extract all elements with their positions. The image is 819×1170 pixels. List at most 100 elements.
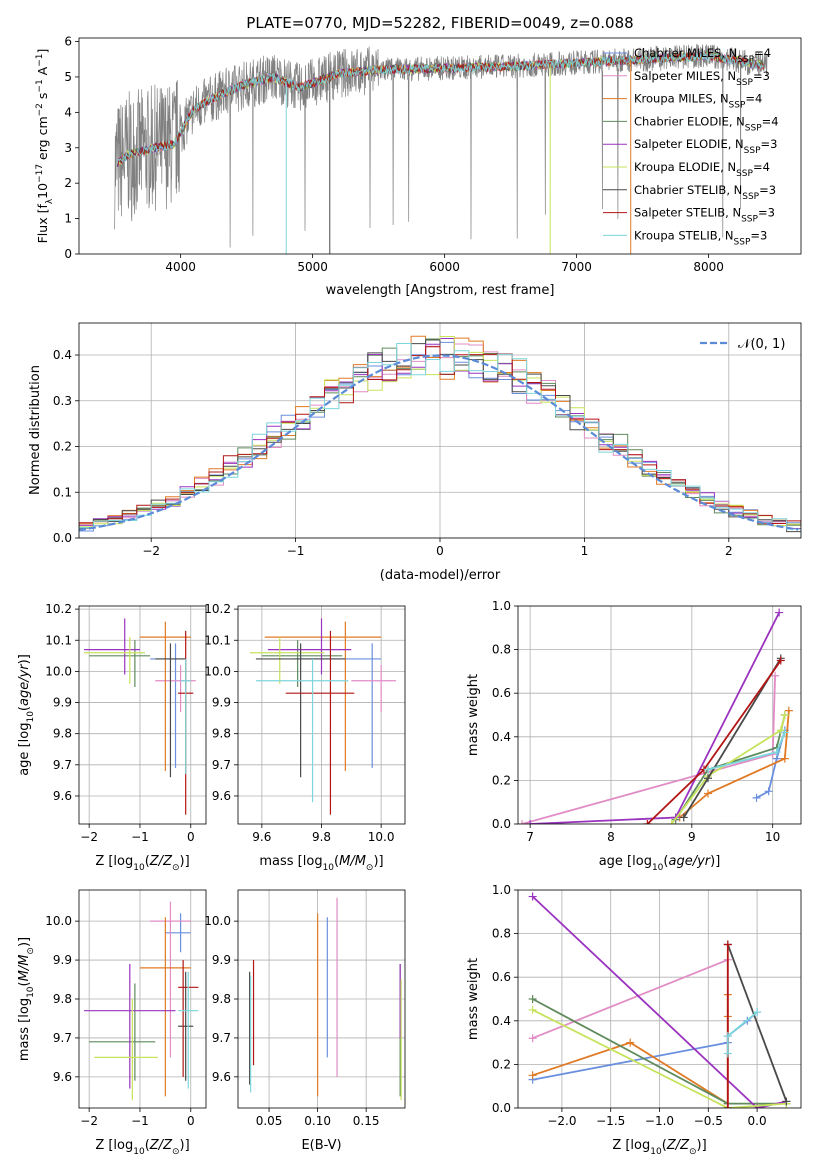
x-tick-label: −2 xyxy=(142,544,160,558)
plot-area-mass-vs-Z xyxy=(79,890,206,1108)
weight-marker xyxy=(764,787,773,796)
axes-mass-vs-ebv: 0.05 0.10 0.15 9.6 9.7 9.8 9.9 10.0 E(B-V) xyxy=(204,889,406,1153)
weight-line xyxy=(521,675,776,824)
y-tick-label: 9.8 xyxy=(53,727,72,741)
x-tick-label: 9 xyxy=(688,830,696,844)
y-axis-label: mass [log10(M/M⊙)] xyxy=(17,937,36,1061)
y-tick-label: 0.0 xyxy=(53,531,72,545)
weight-line xyxy=(532,1009,787,1108)
normal-curve xyxy=(79,354,799,532)
y-tick-label: 0.2 xyxy=(492,773,511,787)
weight-line xyxy=(530,612,781,824)
y-tick-label: 10.1 xyxy=(204,633,231,647)
legend-label: 𝒩(0, 1) xyxy=(738,337,785,352)
x-axis-label: age [log10(age/yr)] xyxy=(599,854,721,873)
x-tick-label: −2 xyxy=(80,1114,98,1128)
y-tick-label: 9.7 xyxy=(53,758,72,772)
weight-line xyxy=(726,944,788,1102)
weight-line xyxy=(532,1011,758,1081)
x-tick-label: 0 xyxy=(187,1114,195,1128)
weight-marker xyxy=(776,656,785,665)
legend-label: Chabrier ELODIE, NSSP=4 xyxy=(634,114,779,133)
legend-label: Chabrier STELIB, NSSP=3 xyxy=(634,183,776,202)
histogram-kroupa-stelib xyxy=(79,343,801,538)
y-tick-label: 0.0 xyxy=(492,1101,511,1115)
weight-marker xyxy=(528,1005,537,1014)
legend-label: Salpeter STELIB, NSSP=3 xyxy=(634,206,775,225)
y-axis-label: Normed distribution xyxy=(28,365,43,495)
y-axis-label: mass weight xyxy=(466,674,481,756)
y-tick-label: 3 xyxy=(64,141,72,155)
y-tick-label: 9.8 xyxy=(212,992,231,1006)
y-tick-label: 0.3 xyxy=(53,394,72,408)
x-tick-label: 6000 xyxy=(429,260,460,274)
weight-line xyxy=(679,710,790,819)
x-tick-label: 9.6 xyxy=(252,830,271,844)
axes-mass-vs-Z: −2 −1 0 9.6 9.7 9.8 9.9 10.0 Z [log10(Z/Z⊙)] mass… xyxy=(17,889,207,1157)
legend-label: Kroupa ELODIE, NSSP=4 xyxy=(634,160,770,179)
y-tick-label: 9.8 xyxy=(53,992,72,1006)
x-tick-label: −2.0 xyxy=(547,1114,576,1128)
y-tick-label: 10.2 xyxy=(45,602,72,616)
x-axis-label: mass [log10(M/M⊙)] xyxy=(259,854,383,873)
y-tick-label: 9.6 xyxy=(212,1070,231,1084)
y-tick-label: 0.1 xyxy=(53,485,72,499)
y-tick-label: 0.2 xyxy=(53,440,72,454)
y-tick-label: 6 xyxy=(64,35,72,49)
weight-marker xyxy=(704,765,713,774)
plot-area-mass-weight-vs-age xyxy=(518,606,801,824)
y-tick-label: 0.8 xyxy=(492,643,511,657)
y-tick-label: 0.4 xyxy=(492,730,511,744)
weight-marker xyxy=(679,813,688,822)
weight-marker xyxy=(528,1071,537,1080)
weight-marker xyxy=(780,728,789,737)
weight-marker xyxy=(528,1034,537,1043)
axes-age-vs-mass: 9.6 9.8 10.0 9.6 9.7 9.8 9.9 10.0 10.1 10.2 mass [… xyxy=(204,602,406,873)
x-tick-label: 8 xyxy=(607,830,615,844)
y-tick-label: 10.0 xyxy=(45,664,72,678)
plot-area-mass-vs-ebv xyxy=(238,890,405,1108)
y-tick-label: 0.8 xyxy=(492,927,511,941)
axes-frame xyxy=(517,605,802,825)
axes-frame xyxy=(78,889,207,1109)
x-tick-label: −2 xyxy=(80,830,98,844)
legend-label: Kroupa MILES, NSSP=4 xyxy=(634,92,762,111)
weight-marker xyxy=(784,706,793,715)
y-tick-label: 10.0 xyxy=(204,664,231,678)
x-tick-label: −1 xyxy=(287,544,305,558)
x-tick-label: 4000 xyxy=(165,260,196,274)
x-tick-label: 10.0 xyxy=(368,830,395,844)
weight-marker xyxy=(775,608,784,617)
legend-label: Salpeter MILES, NSSP=3 xyxy=(634,69,770,88)
weight-marker xyxy=(723,940,732,949)
x-tick-label: 0.05 xyxy=(256,1114,283,1128)
y-tick-label: 9.7 xyxy=(212,758,231,772)
axes-frame xyxy=(78,322,802,539)
x-axis-label: wavelength [Angstrom, rest frame] xyxy=(326,283,555,298)
y-tick-label: 9.9 xyxy=(53,953,72,967)
x-tick-label: −1.0 xyxy=(645,1114,674,1128)
weight-marker xyxy=(753,1008,762,1017)
weight-marker xyxy=(776,726,785,735)
x-axis-label: E(B-V) xyxy=(301,1138,341,1153)
weight-marker xyxy=(771,671,780,680)
plot-area-residuals xyxy=(79,323,801,538)
axes-mass-weight-vs-Z: −2.0 −1.5 −1.0 −0.5 0.0 0.0 0.2 0.4 0.6 0.8 1.0 Z [… xyxy=(466,883,802,1157)
y-tick-label: 1.0 xyxy=(492,599,511,613)
x-tick-label: 9.8 xyxy=(312,830,331,844)
x-tick-label: −0.5 xyxy=(694,1114,723,1128)
y-tick-label: 10.0 xyxy=(45,914,72,928)
legend-label: Salpeter ELODIE, NSSP=3 xyxy=(634,137,777,156)
weight-marker xyxy=(518,820,527,824)
y-tick-label: 5 xyxy=(64,70,72,84)
weight-marker xyxy=(667,820,676,824)
y-tick-label: 4 xyxy=(64,105,72,119)
weight-marker xyxy=(643,820,652,824)
weight-marker xyxy=(528,995,537,1003)
y-tick-label: 0.6 xyxy=(492,686,511,700)
axes-age-vs-Z: −2 −1 0 9.6 9.7 9.8 9.9 10.0 10.1 10.2 Z [log10(Z/… xyxy=(17,602,207,873)
weight-marker xyxy=(704,774,713,783)
axes-frame xyxy=(237,605,406,825)
weight-marker xyxy=(528,892,537,901)
